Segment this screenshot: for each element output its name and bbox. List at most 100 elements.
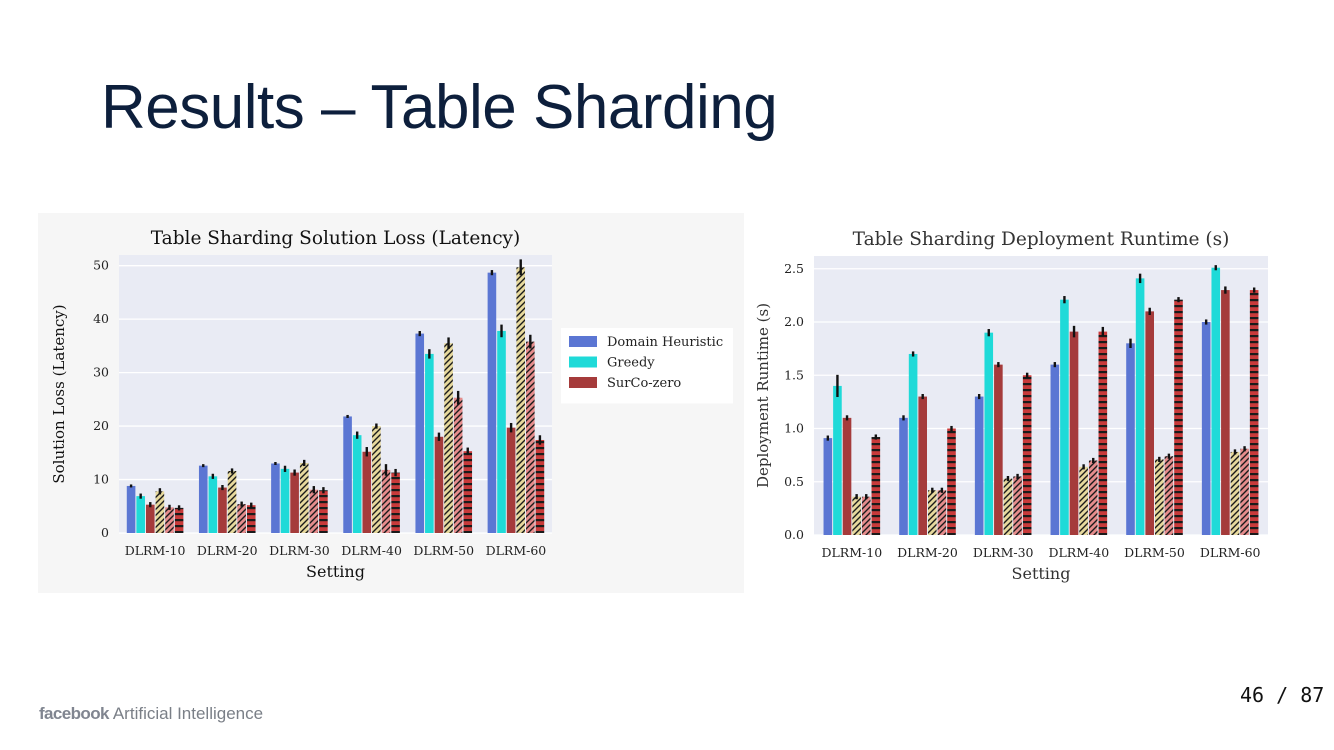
- bar: [1174, 299, 1183, 535]
- bar: [309, 489, 319, 533]
- bar: [198, 465, 208, 533]
- legend-swatch: [569, 377, 597, 388]
- deployment-runtime-chart: 0.0 0.5 1.0 1.5 2.0 2.5 DLRM-10 DLRM-20 DLRM-30 D…: [748, 215, 1283, 595]
- bar: [1221, 290, 1230, 535]
- bar: [487, 272, 497, 533]
- plot-area: [119, 255, 552, 533]
- y-tick-label: 0.5: [784, 474, 804, 489]
- bar: [271, 463, 280, 533]
- page-number: 46 / 87: [1240, 683, 1325, 707]
- bar: [218, 487, 227, 533]
- bar: [246, 505, 256, 533]
- solution-loss-chart: 0 10 20 30 40 50 DLRM-10 DLRM-20 DLRM-30 DLRM-40 D…: [38, 213, 744, 593]
- bar: [126, 485, 136, 533]
- x-tick-label: DLRM-40: [1048, 545, 1109, 560]
- bar: [974, 396, 984, 535]
- bar: [928, 490, 937, 535]
- bar: [227, 470, 237, 533]
- bar: [165, 507, 174, 533]
- y-tick-label: 1.0: [784, 421, 804, 436]
- y-axis-label: Solution Loss (Latency): [50, 304, 68, 483]
- x-tick-label: DLRM-30: [269, 543, 330, 558]
- x-tick-label: DLRM-60: [1200, 545, 1261, 560]
- bar: [381, 469, 391, 533]
- bar: [516, 267, 526, 533]
- bar: [1050, 364, 1060, 535]
- y-axis-label: Deployment Runtime (s): [754, 303, 772, 488]
- bar: [1201, 322, 1211, 535]
- x-tick-label: DLRM-10: [125, 543, 186, 558]
- bar: [852, 496, 861, 535]
- x-tick-label: DLRM-10: [821, 545, 882, 560]
- x-tick-label: DLRM-20: [897, 545, 958, 560]
- y-tick-label: 50: [93, 258, 109, 273]
- bar: [506, 427, 516, 533]
- legend-label: Domain Heuristic: [607, 335, 723, 350]
- bar: [391, 472, 400, 533]
- bar: [444, 343, 453, 533]
- bar: [1145, 311, 1154, 535]
- legend-swatch: [569, 356, 597, 368]
- footer-brand: facebook: [39, 704, 109, 723]
- bar: [947, 428, 956, 535]
- bar: [463, 451, 473, 533]
- facebook-ai-logo: facebook Artificial Intelligence: [39, 704, 263, 724]
- bar: [1088, 460, 1098, 535]
- bar: [136, 496, 145, 533]
- bar: [453, 397, 463, 533]
- bar: [497, 330, 506, 533]
- bar: [1098, 331, 1108, 535]
- bar: [1135, 278, 1145, 535]
- bar: [823, 438, 833, 535]
- bar: [343, 416, 352, 533]
- bar: [208, 476, 218, 533]
- plot-area: [814, 256, 1268, 535]
- y-tick-label: 20: [93, 418, 109, 433]
- y-tick-label: 2.0: [784, 314, 804, 329]
- bar: [1164, 456, 1174, 535]
- bar: [1230, 451, 1240, 535]
- x-tick-label: DLRM-60: [486, 543, 547, 558]
- bar: [155, 491, 165, 533]
- bar: [535, 439, 545, 533]
- bar: [1069, 331, 1079, 535]
- x-axis-label: Setting: [1012, 564, 1071, 583]
- y-tick-label: 40: [93, 311, 109, 326]
- legend-label: Greedy: [607, 356, 655, 371]
- y-tick-label: 2.5: [784, 261, 804, 276]
- chart-title: Table Sharding Deployment Runtime (s): [853, 229, 1230, 250]
- x-axis-label: Setting: [306, 562, 365, 581]
- bar: [1126, 343, 1135, 535]
- x-tick-label: DLRM-40: [341, 543, 402, 558]
- bar: [1211, 267, 1221, 535]
- x-tick-label: DLRM-30: [973, 545, 1034, 560]
- x-tick-label: DLRM-50: [1124, 545, 1185, 560]
- legend-swatch: [569, 336, 597, 347]
- bar: [918, 396, 927, 535]
- footer-text: Artificial Intelligence: [112, 704, 264, 723]
- bar: [299, 462, 309, 533]
- bar: [1003, 478, 1013, 535]
- bar: [1022, 375, 1032, 535]
- bar: [908, 353, 918, 535]
- bar: [871, 437, 881, 535]
- legend-label: SurCo-zero: [607, 376, 681, 391]
- slide-title: Results – Table Sharding: [101, 73, 778, 142]
- bar: [526, 341, 535, 533]
- bar: [1079, 466, 1088, 535]
- bar: [362, 451, 372, 533]
- bar: [434, 436, 444, 533]
- x-tick-label: DLRM-20: [197, 543, 258, 558]
- x-tick-label: DLRM-50: [413, 543, 474, 558]
- bar: [861, 496, 871, 535]
- bar: [174, 507, 184, 533]
- bar: [1155, 459, 1164, 535]
- bar: [1249, 290, 1259, 535]
- bar: [994, 364, 1003, 535]
- bar: [937, 490, 947, 535]
- y-tick-label: 1.5: [784, 367, 804, 382]
- bar: [319, 490, 328, 533]
- bar: [899, 417, 908, 535]
- bar: [842, 417, 852, 535]
- bar: [1013, 476, 1022, 535]
